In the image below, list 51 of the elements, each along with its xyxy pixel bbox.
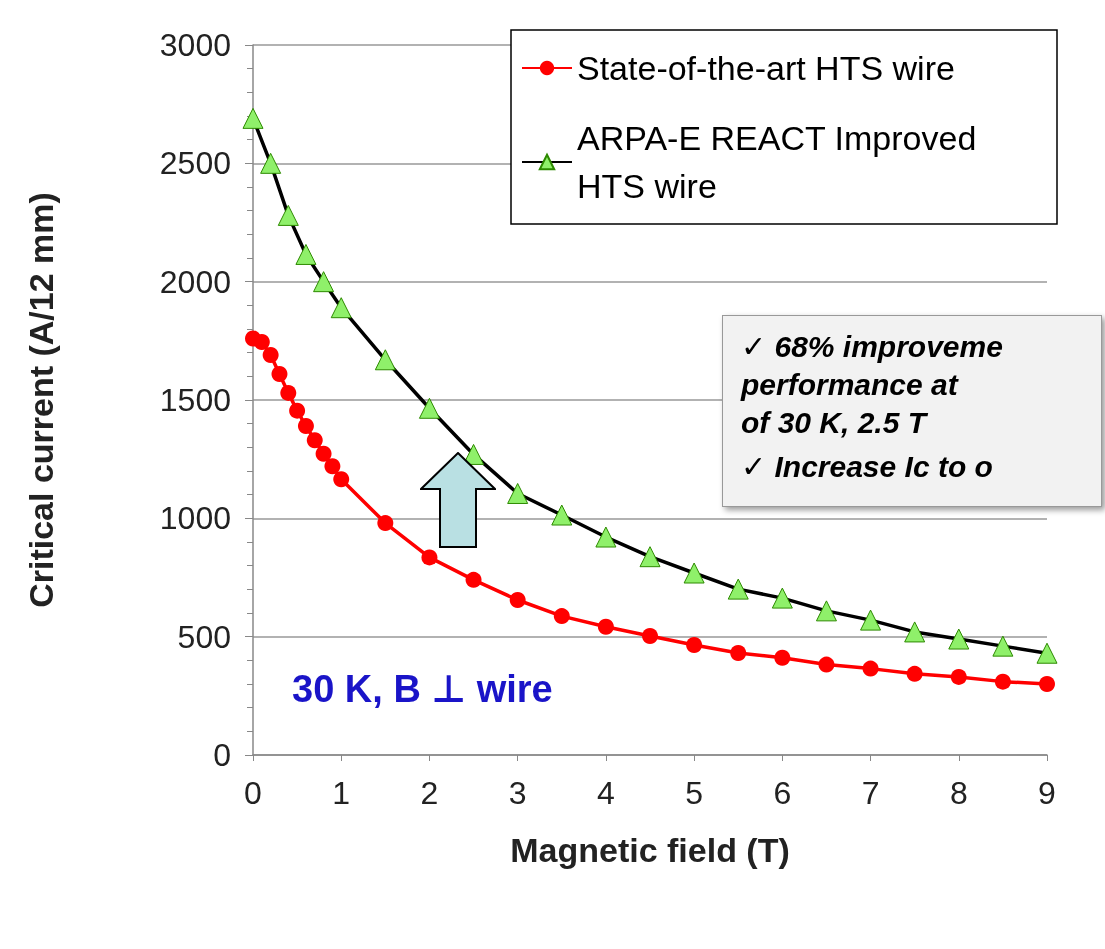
point — [253, 334, 270, 351]
point — [686, 636, 703, 653]
point — [1039, 676, 1055, 692]
legend-label: State-of-the-art HTS wire — [577, 49, 955, 87]
point — [465, 571, 482, 588]
x-tick-label: 3 — [508, 775, 527, 811]
point — [862, 660, 879, 677]
point — [262, 347, 279, 364]
annotation: 30 K, B ⊥ wire — [292, 668, 553, 710]
annotation: ✓ Increase Ic to o — [741, 449, 994, 485]
point — [597, 618, 614, 635]
x-tick-label: 0 — [244, 775, 262, 811]
legend-label: ARPA-E REACT Improved HTS wire — [577, 119, 986, 205]
point — [289, 402, 306, 419]
point — [994, 673, 1011, 690]
x-tick-label: 6 — [773, 775, 792, 811]
x-tick-label: 2 — [420, 775, 439, 811]
x-axis-title: Magnetic field (T) — [510, 831, 790, 869]
x-tick-label: 9 — [1038, 775, 1056, 811]
y-tick-label: 2500 — [159, 145, 231, 182]
x-tick-label: 7 — [861, 775, 880, 811]
point — [730, 645, 747, 661]
x-tick-label: 4 — [596, 775, 615, 811]
point — [315, 445, 332, 462]
point — [950, 668, 967, 685]
point — [324, 458, 341, 475]
point — [280, 384, 297, 401]
point — [333, 471, 350, 488]
point — [509, 591, 526, 608]
point — [271, 365, 288, 382]
callout-box: ✓ 68% improveme performance at of 30 K, 2.5 T ✓ Increase Ic to o — [722, 315, 1102, 507]
y-tick-label: 1000 — [159, 500, 231, 537]
y-tick-label: 1500 — [159, 382, 231, 418]
y-tick-label: 500 — [177, 618, 231, 655]
annotation: ✓ 68% improveme performance at of 30 K, 2.5 T — [741, 329, 1004, 441]
y-axis-title: Critical current (A/12 mm) — [22, 192, 60, 608]
point — [421, 549, 438, 566]
point — [818, 656, 835, 673]
point — [642, 627, 658, 644]
point — [377, 515, 394, 532]
y-tick-label: 2000 — [159, 263, 231, 300]
x-tick-label: 1 — [332, 775, 351, 811]
point — [297, 418, 314, 435]
point — [774, 649, 791, 666]
point — [553, 608, 570, 625]
x-tick-label: 8 — [949, 775, 968, 811]
point — [306, 432, 323, 449]
y-tick-label: 0 — [213, 737, 231, 773]
point — [906, 665, 923, 682]
y-tick-label: 3000 — [159, 27, 231, 63]
x-tick-label: 5 — [685, 775, 704, 811]
